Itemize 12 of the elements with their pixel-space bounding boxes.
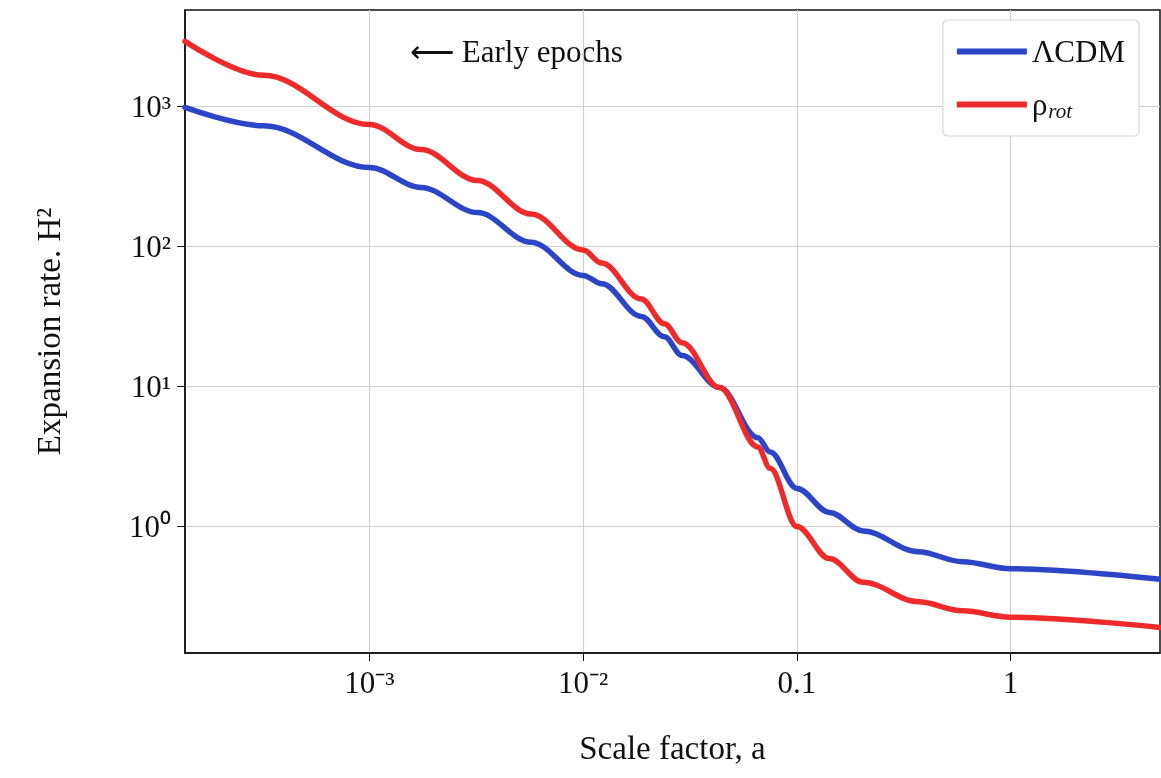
y-tick-label: 10⁰ bbox=[129, 508, 171, 544]
y-tick-label: 10³ bbox=[130, 88, 171, 124]
legend-label: ΛCDM bbox=[1031, 34, 1125, 69]
x-tick-label: 1 bbox=[1002, 665, 1019, 700]
y-tick-label: 10² bbox=[130, 228, 171, 264]
annotation: ⟵ Early epochs bbox=[410, 34, 623, 69]
x-tick-label: 10⁻³ bbox=[344, 665, 395, 700]
x-axis-title: Scale factor, a bbox=[579, 729, 767, 766]
y-axis-title: Expansion rate. H² bbox=[30, 207, 67, 456]
y-tick-label: 10¹ bbox=[130, 368, 171, 404]
x-tick-label: 10⁻² bbox=[558, 665, 609, 700]
x-tick-label: 0.1 bbox=[777, 665, 817, 700]
